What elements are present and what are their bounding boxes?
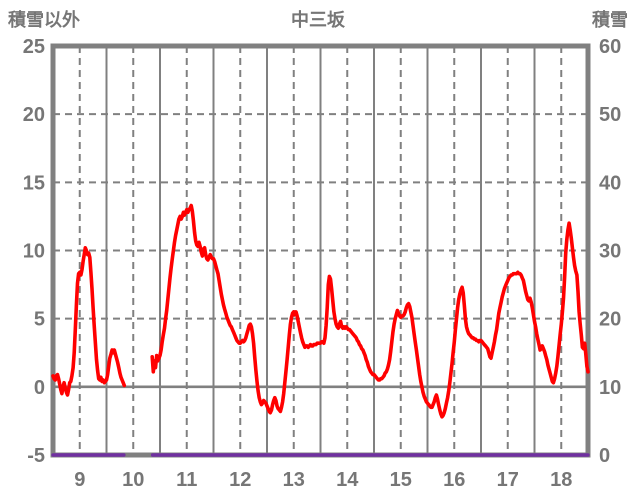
x-axis-tick-label: 18 [550,469,572,491]
right-axis-tick-label: 50 [599,104,621,126]
left-axis-tick-label: 5 [34,309,45,331]
x-axis-tick-label: 15 [390,469,412,491]
left-axis-tick-label: -5 [27,445,45,467]
left-axis-tick-label: 15 [23,172,45,194]
right-axis-tick-label: 60 [599,36,621,58]
x-axis-tick-label: 12 [229,469,251,491]
x-axis-tick-label: 9 [74,469,85,491]
right-axis-tick-label: 10 [599,377,621,399]
left-axis-tick-label: 10 [23,241,45,263]
left-axis-tick-label: 0 [34,377,45,399]
series-line-other-than-snow [150,203,590,419]
x-axis-tick-label: 11 [176,469,197,491]
left-axis-tick-label: 25 [23,36,45,58]
x-axis-tick-label: 13 [283,469,305,491]
x-axis-tick-label: 14 [336,469,359,491]
right-axis-tick-label: 40 [599,172,621,194]
left-axis-title: 積雪以外 [8,10,80,30]
x-axis-tick-label: 16 [443,469,465,491]
series-line-other-than-snow [51,246,127,397]
right-axis-tick-label: 0 [599,445,610,467]
right-axis-title: 積雪 [592,10,628,30]
left-axis-tick-label: 20 [23,104,45,126]
right-axis-tick-label: 30 [599,241,621,263]
x-axis-tick-label: 10 [122,469,144,491]
x-axis-tick-label: 17 [497,469,519,491]
right-axis-tick-label: 20 [599,309,621,331]
chart-title: 中三坂 [291,10,345,30]
